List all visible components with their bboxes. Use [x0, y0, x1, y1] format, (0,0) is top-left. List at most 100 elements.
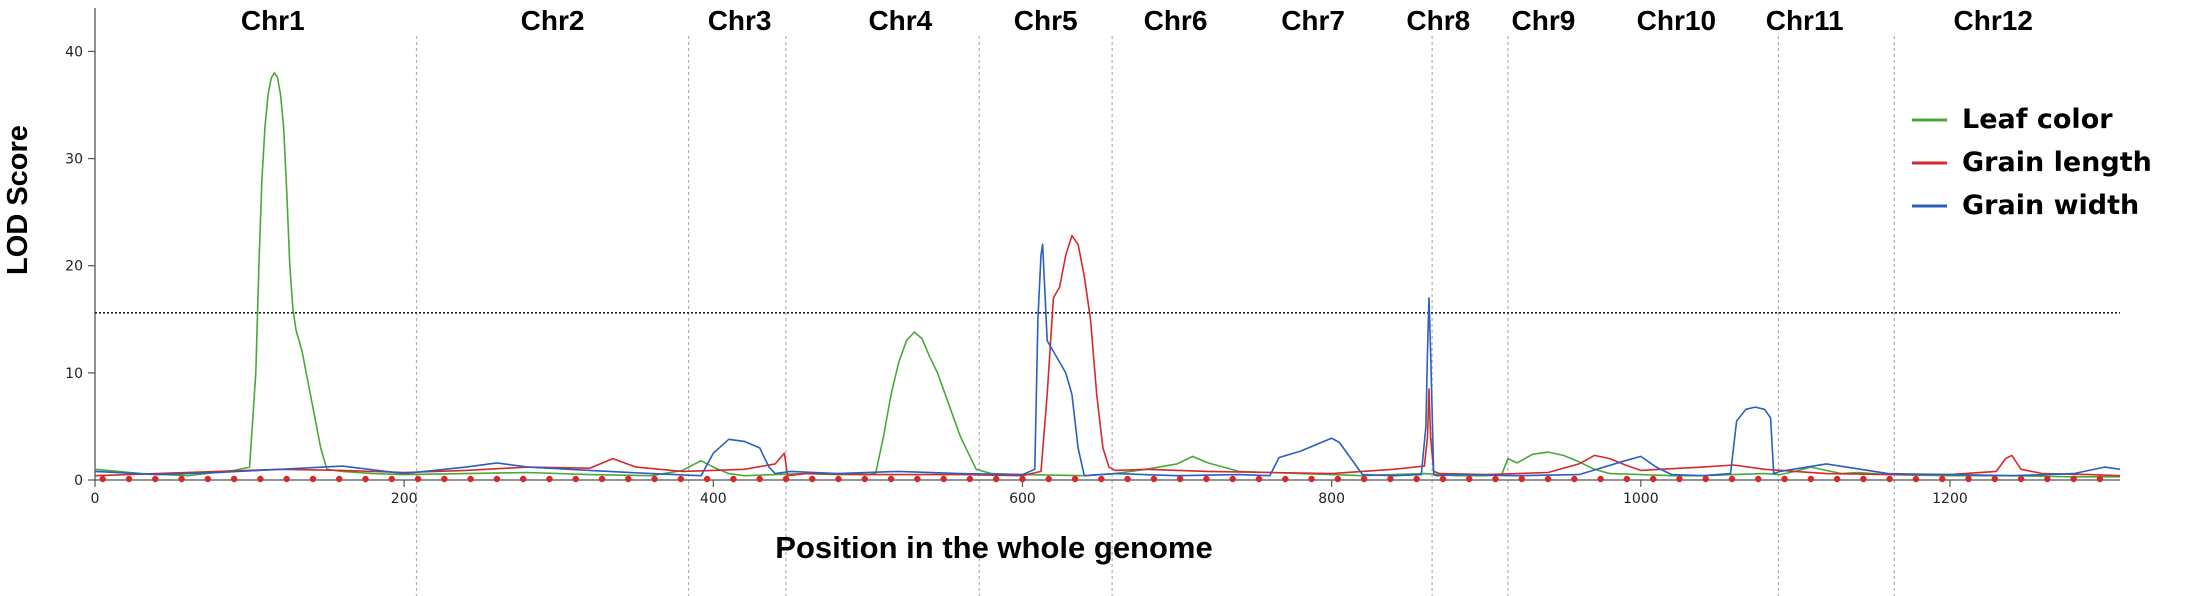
marker-point	[1781, 475, 1788, 483]
marker-point	[2044, 475, 2051, 483]
legend-label: Leaf color	[1962, 104, 2113, 135]
chromosome-label: Chr3	[708, 5, 772, 36]
marker-point	[230, 475, 238, 483]
chromosome-label: Chr2	[521, 5, 585, 36]
marker-point	[914, 475, 921, 483]
marker-point	[309, 475, 317, 483]
chromosome-label: Chr9	[1512, 5, 1576, 36]
marker-point	[362, 475, 369, 483]
legend-label: Grain width	[1962, 190, 2139, 221]
marker-point	[1387, 475, 1394, 483]
marker-point	[730, 475, 737, 483]
chromosome-label: Chr6	[1144, 5, 1208, 36]
marker-point	[1649, 475, 1657, 483]
marker-point	[1833, 475, 1841, 483]
marker-point	[2017, 475, 2025, 483]
marker-point	[467, 475, 474, 483]
marker-point	[809, 475, 816, 483]
marker-point	[1755, 475, 1762, 483]
marker-point	[1518, 475, 1525, 483]
marker-point	[756, 475, 763, 483]
marker-point	[152, 475, 159, 483]
marker-point	[1229, 475, 1236, 483]
marker-point	[1098, 475, 1105, 483]
x-tick-label: 1000	[1623, 491, 1659, 507]
marker-point	[940, 475, 947, 483]
chromosome-label: Chr12	[1954, 5, 2033, 36]
marker-point	[598, 475, 606, 483]
marker-point	[1623, 475, 1631, 483]
chromosome-label: Chr5	[1014, 5, 1078, 36]
marker-point	[441, 475, 448, 483]
marker-point	[625, 475, 632, 483]
x-tick-label: 1200	[1932, 491, 1968, 507]
marker-point	[1702, 475, 1709, 483]
marker-point	[257, 475, 264, 483]
marker-point	[1912, 475, 1920, 483]
marker-point	[1019, 475, 1026, 483]
chromosome-labels: Chr1 Chr2 Chr3 Chr4 Chr5 Chr6 Chr7 Chr8 Chr9 Chr1…	[241, 5, 2033, 36]
marker-point	[388, 475, 395, 483]
marker-point	[572, 475, 579, 483]
marker-point	[677, 475, 685, 483]
marker-point	[1124, 475, 1131, 483]
legend-label: Grain length	[1962, 147, 2152, 178]
marker-point	[782, 475, 790, 483]
series-line-grain-length	[94, 234, 2121, 477]
marker-point	[1308, 475, 1315, 483]
y-tick-label: 0	[74, 473, 83, 489]
marker-point	[2096, 475, 2104, 483]
marker-point	[1334, 475, 1342, 483]
marker-point	[1991, 475, 1998, 483]
marker-point	[966, 475, 974, 483]
marker-point	[1176, 475, 1184, 483]
marker-point	[1597, 475, 1604, 483]
marker-point	[1544, 475, 1552, 483]
marker-point	[1939, 475, 1946, 483]
marker-point	[125, 475, 133, 483]
y-tick-label: 40	[65, 44, 83, 60]
marker-point	[1360, 475, 1368, 483]
marker-point	[519, 475, 527, 483]
marker-point	[99, 475, 106, 483]
x-tick-label: 600	[1009, 491, 1036, 507]
x-tick-label: 400	[700, 491, 727, 507]
marker-point	[178, 475, 185, 483]
marker-point	[204, 475, 212, 483]
marker-point	[993, 475, 1000, 483]
marker-point	[1886, 475, 1893, 483]
chromosome-label: Chr7	[1281, 5, 1345, 36]
marker-point	[861, 475, 869, 483]
marker-point	[1150, 475, 1158, 483]
series-line-leaf-color	[94, 72, 2120, 478]
marker-point	[546, 475, 553, 483]
chromosome-label: Chr1	[241, 5, 305, 36]
y-axis-title: LOD Score	[2, 125, 34, 275]
marker-point	[1413, 475, 1420, 483]
marker-point	[1860, 475, 1867, 483]
marker-point	[414, 475, 422, 483]
marker-point	[1255, 475, 1263, 483]
marker-point	[887, 475, 895, 483]
marker-point	[651, 475, 658, 483]
chromosome-label: Chr11	[1766, 5, 1844, 36]
y-tick-label: 10	[65, 366, 83, 382]
marker-point	[703, 475, 711, 483]
marker-point	[1439, 475, 1447, 483]
marker-point	[1203, 475, 1210, 483]
legend: Leaf color Grain length Grain width	[1912, 104, 2152, 221]
chromosome-label: Chr4	[868, 5, 932, 36]
marker-point	[1965, 475, 1972, 483]
x-axis-title: Position in the whole genome	[775, 530, 1212, 565]
x-tick-label: 800	[1318, 491, 1345, 507]
chromosome-separators	[415, 36, 1895, 596]
marker-point	[1466, 475, 1473, 483]
marker-point	[835, 475, 842, 483]
y-tick-label: 20	[65, 259, 83, 275]
chromosome-label: Chr10	[1637, 5, 1716, 36]
series-line-grain-width	[94, 243, 2121, 477]
y-tick-label: 30	[65, 152, 83, 168]
series-group	[94, 72, 2121, 478]
